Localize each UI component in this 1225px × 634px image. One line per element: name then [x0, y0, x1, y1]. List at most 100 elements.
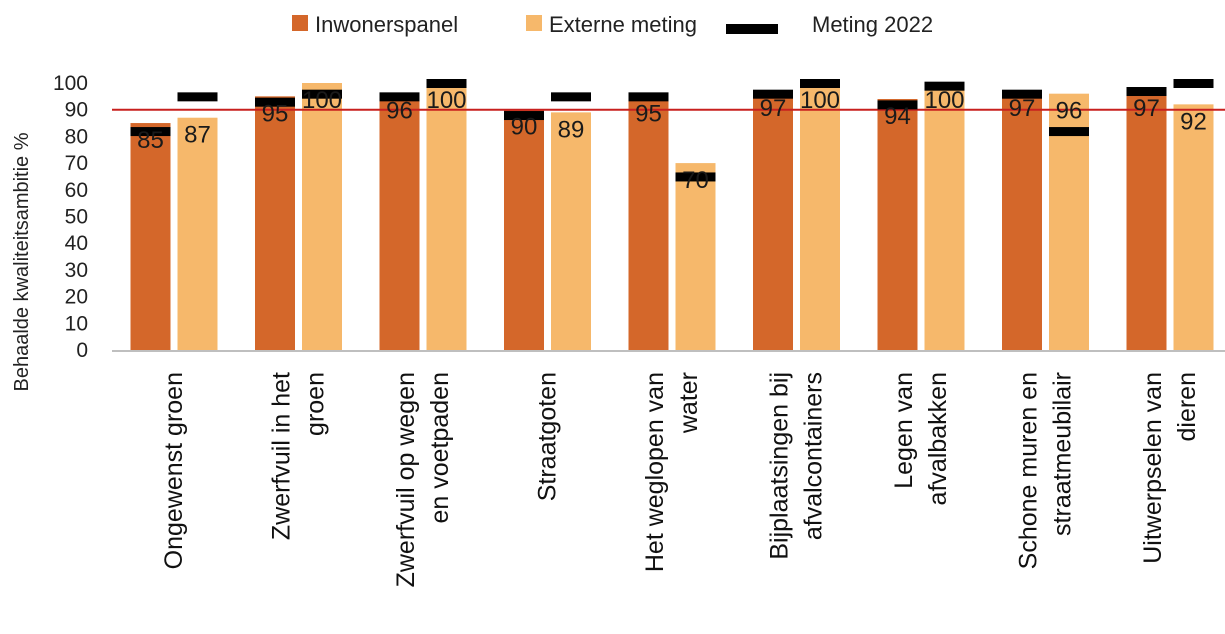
category-label: Bijplaatsingen bij afvalcontainers	[766, 372, 828, 560]
meting-2022-marker-externe-meting	[1173, 79, 1214, 88]
category-label: Legen van afvalbakken	[890, 372, 952, 505]
y-tick-label: 80	[65, 125, 88, 148]
category-label: Het weglopen van water	[641, 372, 703, 572]
category-label-line: Uitwerpselen van	[1139, 372, 1167, 564]
y-tick-label: 60	[65, 179, 88, 202]
meting-2022-marker-inwonerspanel	[1126, 87, 1167, 97]
meting-2022-marker-inwonerspanel	[753, 89, 793, 99]
legend-label-externe-meting: Externe meting	[549, 12, 697, 37]
data-label-inwonerspanel: 94	[884, 103, 911, 130]
data-label-externe-meting: 87	[184, 122, 211, 149]
category-label: Uitwerpselen van dieren	[1139, 372, 1201, 564]
bar-inwonerspanel	[504, 109, 544, 350]
meting-2022-marker-inwonerspanel	[504, 111, 544, 121]
data-label-inwonerspanel: 96	[386, 98, 413, 125]
data-label-externe-meting: 92	[1180, 108, 1207, 135]
data-label-inwonerspanel: 95	[262, 100, 289, 127]
meting-2022-markers	[130, 79, 1214, 182]
y-axis-ticks: 0 10 20 30 40 50 60 70 80 90 100	[53, 72, 88, 362]
meting-2022-marker-externe-meting	[177, 92, 218, 102]
meting-2022-marker-inwonerspanel	[379, 92, 420, 102]
category-label: Schone muren en straatmeubilair	[1015, 372, 1077, 569]
y-tick-label: 30	[65, 259, 88, 282]
legend-label-meting-2022: Meting 2022	[812, 12, 933, 37]
category-label: Zwerfvuil op wegen en voetpaden	[392, 372, 454, 587]
y-tick-label: 70	[65, 152, 88, 175]
y-tick-label: 20	[65, 286, 88, 309]
bar-externe-meting	[302, 83, 342, 350]
legend-swatch-externe-meting	[526, 15, 542, 31]
bar-externe-meting	[426, 83, 467, 350]
data-label-externe-meting: 70	[682, 167, 709, 194]
bars	[130, 83, 1214, 351]
category-label-line: Zwerfvuil op wegen	[392, 372, 420, 587]
category-label-line: Straatgoten	[534, 372, 562, 501]
meting-2022-marker-externe-meting	[426, 79, 467, 88]
meting-2022-marker-inwonerspanel	[255, 97, 295, 107]
meting-2022-marker-externe-meting	[302, 89, 342, 99]
data-label-inwonerspanel: 85	[137, 127, 164, 154]
meting-2022-marker-inwonerspanel	[628, 92, 669, 102]
bar-externe-meting	[800, 83, 840, 350]
data-label-inwonerspanel: 97	[1133, 95, 1160, 122]
bar-externe-meting	[177, 117, 218, 351]
y-tick-label: 0	[76, 339, 88, 362]
data-label-inwonerspanel: 97	[1009, 95, 1036, 122]
category-label: Zwerfvuil in het groen	[268, 372, 330, 540]
bar-inwonerspanel	[877, 99, 918, 351]
data-label-inwonerspanel: 95	[635, 100, 662, 127]
category-label: Ongewenst groen	[160, 372, 188, 569]
meting-2022-marker-externe-meting	[924, 81, 965, 91]
data-label-inwonerspanel: 97	[760, 95, 787, 122]
category-label-line: straatmeubilair	[1049, 372, 1077, 536]
category-label-line: Het weglopen van	[641, 372, 669, 572]
category-label-line: afvalbakken	[924, 372, 952, 505]
legend-label-inwonerspanel: Inwonerspanel	[315, 12, 458, 37]
data-label-externe-meting: 100	[924, 87, 964, 114]
category-label-line: afvalcontainers	[800, 372, 828, 540]
category-label-line: Schone muren en	[1015, 372, 1043, 569]
category-label-line: Legen van	[890, 372, 918, 489]
meting-2022-marker-externe-meting	[551, 92, 591, 102]
category-label-line: Zwerfvuil in het	[268, 372, 296, 540]
data-label-inwonerspanel: 90	[511, 114, 538, 141]
y-axis-title: Behaalde kwaliteitsambitie %	[11, 132, 33, 391]
bar-inwonerspanel	[628, 96, 669, 350]
y-tick-label: 90	[65, 99, 88, 122]
meting-2022-marker-inwonerspanel	[877, 100, 918, 110]
bar-externe-meting	[924, 83, 965, 350]
y-tick-label: 50	[65, 206, 88, 229]
category-label-line: Ongewenst groen	[160, 372, 188, 569]
meting-2022-marker-externe-meting	[675, 172, 716, 182]
legend: Inwonerspanel Externe meting Meting 2022	[292, 12, 933, 37]
category-label-line: en voetpaden	[426, 372, 454, 524]
data-label-externe-meting: 100	[800, 87, 840, 114]
bar-inwonerspanel	[130, 123, 171, 350]
bar-inwonerspanel	[1126, 91, 1167, 350]
legend-swatch-meting-2022	[726, 24, 778, 34]
legend-swatch-inwonerspanel	[292, 15, 308, 31]
bar-inwonerspanel	[379, 93, 420, 351]
category-label-line: Bijplaatsingen bij	[766, 372, 794, 560]
bar-externe-meting	[551, 112, 591, 351]
y-tick-label: 10	[65, 312, 88, 335]
meting-2022-marker-inwonerspanel	[130, 127, 171, 137]
bar-inwonerspanel	[753, 91, 793, 350]
category-label-line: groen	[302, 372, 330, 436]
y-tick-label: 100	[53, 72, 88, 95]
bar-inwonerspanel	[255, 96, 295, 350]
data-label-externe-meting: 89	[558, 116, 585, 143]
data-labels: 85 87 95 100 96 100 90 89 95 70 97 100 94 100 97 96 97 92	[137, 87, 1207, 194]
bar-externe-meting	[675, 163, 716, 350]
data-label-externe-meting: 100	[426, 87, 466, 114]
category-label: Straatgoten	[534, 372, 562, 501]
y-tick-label: 40	[65, 232, 88, 255]
bar-inwonerspanel	[1002, 91, 1042, 350]
bar-externe-meting	[1173, 104, 1214, 350]
meting-2022-marker-inwonerspanel	[1002, 89, 1042, 99]
data-label-externe-meting: 100	[302, 87, 342, 114]
category-labels: Ongewenst groen Zwerfvuil in het groen Zwer…	[160, 372, 1201, 587]
bar-externe-meting	[1049, 93, 1089, 351]
data-label-externe-meting: 96	[1056, 98, 1083, 125]
